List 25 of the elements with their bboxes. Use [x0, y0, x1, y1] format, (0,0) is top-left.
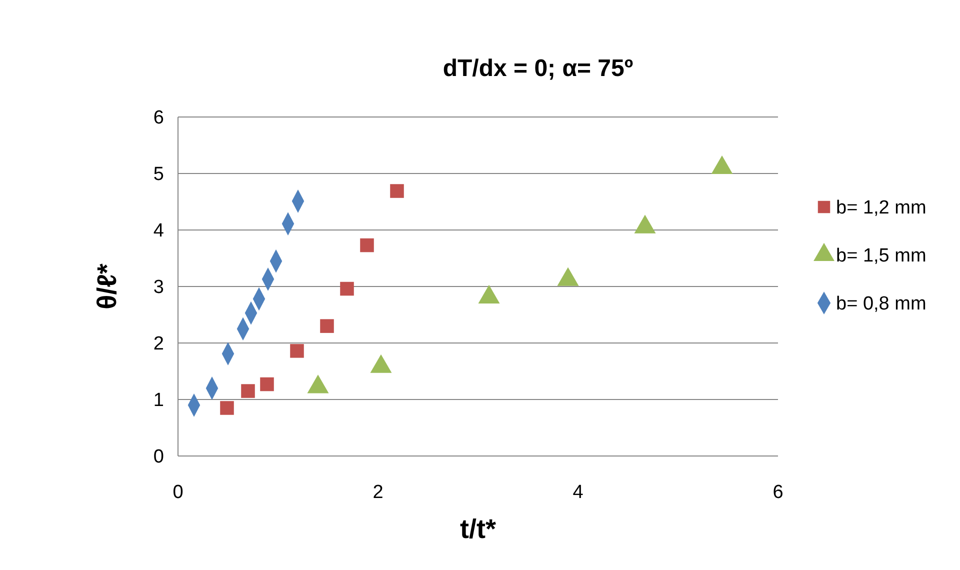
y-tick-label: 5: [153, 164, 164, 186]
y-tick-label: 2: [153, 334, 164, 355]
legend-label: b= 1,5 mm: [836, 246, 926, 267]
y-tick-label: 4: [153, 220, 164, 242]
y-tick-label: 0: [153, 446, 164, 468]
y-tick-label: 3: [153, 277, 164, 298]
point: [320, 319, 334, 333]
x-tick-label: 4: [572, 482, 584, 503]
y-tick-label: 6: [153, 108, 164, 129]
point: [360, 238, 374, 252]
legend-label: b= 0,8 mm: [836, 294, 926, 315]
y-axis-title: θ/ℓ*: [92, 263, 122, 310]
point: [290, 344, 304, 358]
legend-label: b= 1,2 mm: [836, 198, 926, 219]
y-tick-label: 1: [153, 390, 164, 412]
point: [260, 377, 274, 392]
x-tick-label: 6: [772, 482, 784, 503]
x-axis-title: t/t*: [460, 514, 496, 544]
point: [241, 384, 255, 398]
x-tick-label: 2: [372, 482, 384, 503]
point: [390, 184, 404, 198]
chart-title: dT/dx = 0; α= 75º: [442, 55, 634, 82]
point: [340, 282, 354, 296]
point: [220, 401, 234, 415]
x-tick-label: 0: [172, 482, 184, 503]
